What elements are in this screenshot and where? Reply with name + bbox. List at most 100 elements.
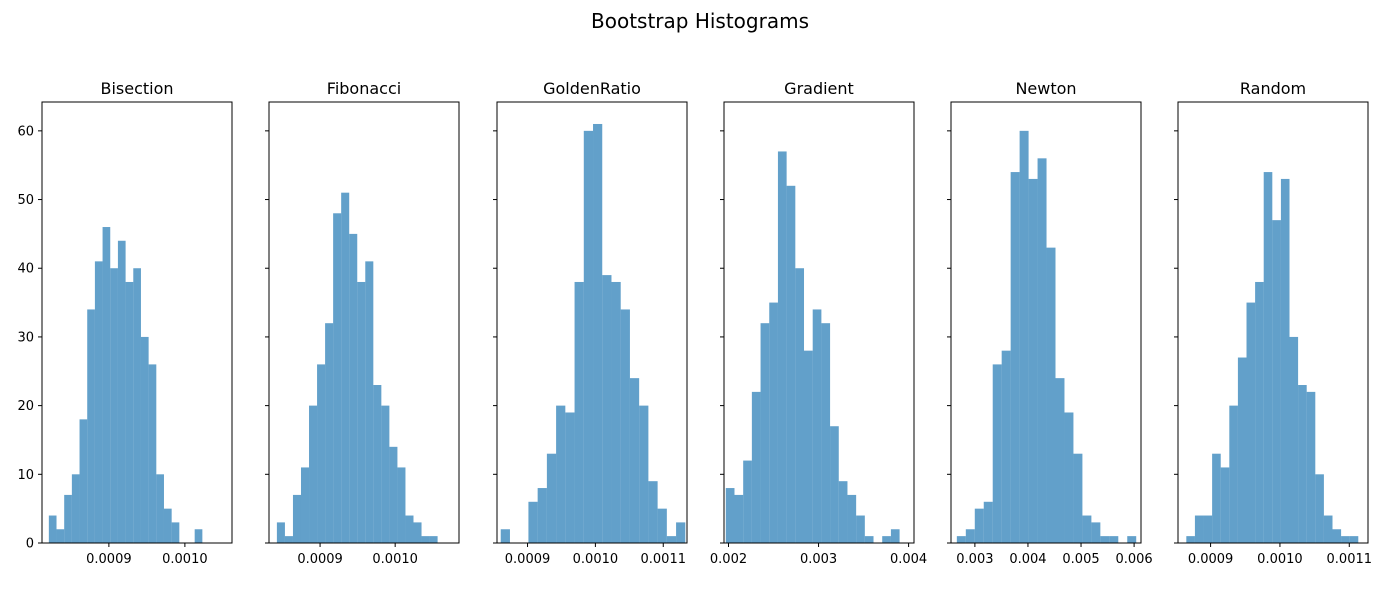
histogram-bar: [583, 130, 594, 543]
histogram-bar: [992, 364, 1002, 543]
histogram-bar: [284, 536, 293, 543]
x-tick-label: 0.005: [1062, 552, 1099, 567]
histogram-bar: [795, 268, 805, 543]
histogram-bar: [965, 529, 975, 543]
histogram-bar: [71, 474, 80, 543]
histogram-bar: [629, 378, 640, 543]
histogram-bar: [300, 467, 310, 543]
histogram-bar: [1028, 178, 1038, 543]
x-tick-label: 0.006: [1115, 552, 1152, 567]
axes-frame: [1177, 101, 1369, 544]
histogram-bar: [1001, 350, 1011, 543]
histogram-bar: [528, 501, 538, 543]
histogram-bar: [1073, 453, 1083, 543]
x-tick-label: 0.0009: [297, 552, 343, 567]
panel-title: GoldenRatio: [543, 79, 641, 98]
histogram-bar: [1349, 536, 1359, 543]
histogram-bar: [890, 529, 900, 543]
x-tick-label: 0.0010: [573, 552, 619, 567]
histogram-bar: [94, 261, 103, 543]
panel-fibonacci: Fibonacci 0.0009 0.0010: [265, 79, 460, 567]
histogram-bar: [500, 529, 510, 543]
histogram-bar: [79, 419, 88, 543]
histogram-bar: [292, 494, 301, 543]
histogram-bar: [333, 213, 342, 543]
x-tick-label: 0.0010: [1257, 552, 1303, 567]
histogram-bar: [1306, 391, 1316, 543]
histogram-bar: [429, 536, 438, 543]
histogram-bar: [956, 536, 966, 543]
histogram-bar: [864, 536, 874, 543]
x-tick-label: 0.003: [956, 552, 993, 567]
histogram-bar: [1298, 385, 1307, 543]
histogram-bar: [1220, 467, 1230, 543]
histogram-bar: [125, 281, 134, 543]
histogram-bar: [1091, 522, 1101, 543]
histogram-bar: [64, 494, 72, 543]
histogram-bar: [743, 460, 752, 543]
histogram-bar: [1186, 536, 1195, 543]
histogram-bar: [397, 467, 406, 543]
panel-title: Bisection: [100, 79, 173, 98]
histogram-bar: [574, 281, 584, 543]
histogram-bar: [381, 405, 390, 543]
histogram-bar: [821, 323, 831, 543]
histogram-bar: [194, 529, 203, 543]
histogram-bar: [657, 508, 667, 543]
y-tick-label: 0: [26, 537, 34, 552]
histogram-bar: [1272, 220, 1281, 543]
histogram-bar: [725, 488, 735, 543]
histogram-bar: [760, 323, 770, 543]
x-tick-label: 0.0009: [1188, 552, 1234, 567]
panel-title: Newton: [1015, 79, 1076, 98]
x-tick-label: 0.003: [800, 552, 837, 567]
histogram-bar: [325, 323, 334, 543]
histogram-bar: [856, 515, 865, 543]
histogram-bar: [163, 508, 172, 543]
histogram-bar: [156, 474, 164, 543]
panel-title: Random: [1240, 79, 1306, 98]
histogram-bar: [1046, 247, 1056, 543]
histogram-bar: [1010, 172, 1020, 543]
histogram-bar: [1100, 536, 1110, 543]
axes-frame: [41, 101, 233, 544]
axes-frame: [950, 101, 1142, 544]
panel-goldenratio: GoldenRatio 0.0009 0.0010 0.0011: [493, 79, 688, 567]
y-tick-label: 30: [17, 330, 34, 345]
histogram-bar: [48, 515, 57, 543]
histogram-bar: [357, 281, 366, 543]
histogram-bar: [1341, 536, 1350, 543]
histogram-bar: [1037, 158, 1047, 543]
histogram-bar: [110, 268, 118, 543]
histogram-bar: [769, 302, 778, 543]
figure-title: Bootstrap Histograms: [591, 9, 809, 33]
histogram-bar: [133, 268, 141, 543]
panel-random: Random 0.0009 0.0010 0.0011: [1174, 79, 1372, 567]
x-tick-label: 0.004: [890, 552, 927, 567]
histogram-bar: [349, 233, 358, 543]
histogram-bar: [1109, 536, 1119, 543]
histogram-bar: [882, 536, 891, 543]
histogram-bar: [1064, 412, 1074, 543]
histogram-bar: [405, 515, 414, 543]
histogram-bar: [171, 522, 180, 543]
histogram-bar: [140, 336, 149, 543]
histogram-bar: [611, 281, 621, 543]
histogram-bar: [676, 522, 686, 543]
histogram-bar: [421, 536, 430, 543]
y-tick-label: 10: [17, 468, 34, 483]
histogram-bar: [593, 123, 603, 543]
histogram-bar: [537, 488, 547, 543]
histogram-bar: [1229, 405, 1238, 543]
histogram-bar: [1203, 515, 1213, 543]
histogram-bar: [751, 391, 761, 543]
histogram-bar: [309, 405, 318, 543]
histogram-bar: [838, 481, 848, 543]
histogram-bar: [1332, 529, 1342, 543]
histogram-bar: [1055, 378, 1065, 543]
y-tick-label: 20: [17, 399, 34, 414]
panel-bisection: Bisection 0 10 20 30 40 50 60 0.0009 0.0010: [17, 79, 233, 567]
histogram-bar: [777, 151, 787, 543]
